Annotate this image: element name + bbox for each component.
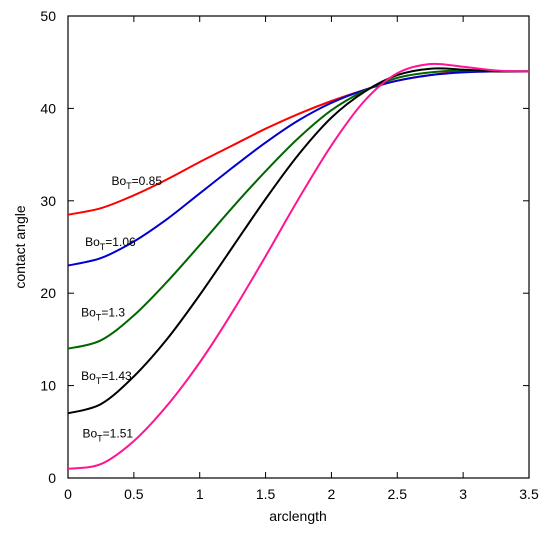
x-tick-label: 1.5 — [256, 486, 276, 502]
x-tick-label: 1 — [196, 486, 204, 502]
series-line-2 — [67, 70, 530, 267]
series-line-3 — [67, 69, 530, 350]
x-tick-label: 3.5 — [519, 486, 539, 502]
y-tick-label: 30 — [40, 193, 56, 209]
y-axis-title: contact angle — [12, 205, 28, 288]
y-tick-label: 0 — [48, 470, 56, 486]
curve-label: BoT=1.51 — [82, 426, 133, 443]
curve-label: BoT=0.85 — [111, 174, 162, 191]
y-tick-label: 50 — [40, 8, 56, 24]
y-tick-label: 20 — [40, 285, 56, 301]
curve-label: BoT=1.3 — [81, 305, 125, 322]
y-axis: 0 10 20 30 40 50 — [40, 8, 529, 486]
x-tick-label: 0.5 — [124, 486, 144, 502]
x-tick-label: 3 — [459, 486, 467, 502]
curve-label: BoT=1.43 — [81, 369, 132, 386]
x-tick-label: 0 — [64, 486, 72, 502]
y-tick-label: 10 — [40, 378, 56, 394]
series-line-1 — [67, 70, 529, 216]
curve-label: BoT=1.06 — [85, 235, 136, 252]
series-lines — [67, 62, 530, 470]
series-line-5 — [67, 62, 530, 470]
plot-frame — [67, 15, 530, 479]
x-tick-label: 2 — [328, 486, 336, 502]
series-line-4 — [67, 67, 530, 415]
x-axis: 0 0.5 1 1.5 2 2.5 3 3.5 — [64, 16, 539, 502]
x-tick-label: 2.5 — [388, 486, 408, 502]
x-axis-title: arclength — [269, 508, 327, 524]
curve-annotations: BoT=0.85 BoT=1.06 BoT=1.3 BoT=1.43 BoT=1.51 — [81, 174, 162, 443]
y-tick-label: 40 — [40, 100, 56, 116]
